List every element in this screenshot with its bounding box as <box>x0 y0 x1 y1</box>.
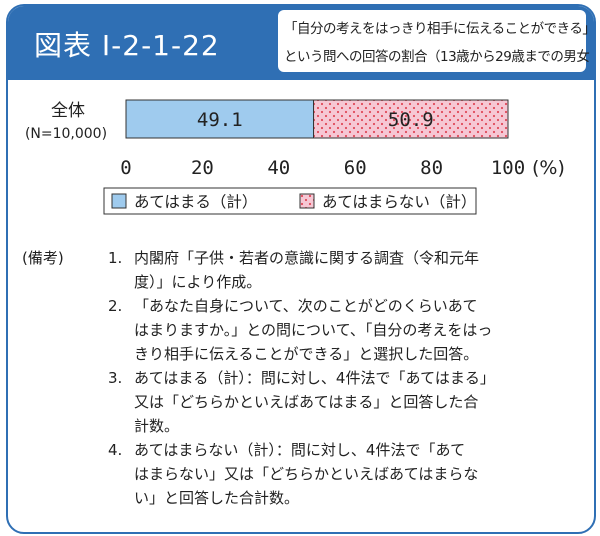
note-text-line: はまらない」又は「どちらかといえばあてはまらな <box>134 465 479 483</box>
x-tick-label: 40 <box>267 157 290 179</box>
note-text-line: はまりますか。」との問について、「自分の考えをはっ <box>134 321 493 339</box>
figure-title-line-1: 「自分の考えをはっきり相手に伝えることができる」かどうか、 <box>284 21 596 37</box>
x-unit-label: (%) <box>532 157 565 179</box>
note-text-line: 又は「どちらかといえばあてはまる」と回答した合 <box>134 393 479 411</box>
note-number: 3. <box>108 369 123 387</box>
legend-label-2: あてはまらない（計） <box>322 193 476 211</box>
note-number: 2. <box>108 297 123 315</box>
note-text-line: 計数。 <box>134 417 180 435</box>
note-text-line: あてはまらない（計）：問に対し、4件法で「あて <box>134 441 466 459</box>
note-text-line: あてはまる（計）：問に対し、4件法で「あてはまる」 <box>134 369 495 387</box>
stacked-bar-chart: 全体 (N=10,000) 49.1 50.9 0 20 40 60 80 100 (%) あてはまる… <box>25 99 565 215</box>
bar-segment-1 <box>125 99 315 139</box>
note-text-line: 「あなた自身について、次のことがどのくらいあて <box>134 297 478 315</box>
x-tick-label: 20 <box>191 157 214 179</box>
note-number: 4. <box>108 441 123 459</box>
x-tick-label: 80 <box>420 157 443 179</box>
legend-swatch-1 <box>111 193 127 209</box>
note-text-line: 内閣府「子供・若者の意識に関する調査（令和元年 <box>134 249 480 267</box>
figure-title-box: 「自分の考えをはっきり相手に伝えることができる」かどうか、 という問への回答の割… <box>278 10 594 72</box>
figure-frame: 図表 Ⅰ-2-1-22 「自分の考えをはっきり相手に伝えることができる」かどうか… <box>6 4 596 534</box>
x-tick-label: 60 <box>344 157 367 179</box>
note-text-line: きり相手に伝えることができる」と選択した回答。 <box>134 345 479 363</box>
notes-heading: (備考) <box>22 249 64 267</box>
x-tick-label: 100 <box>491 157 525 179</box>
legend-label-1: あてはまる（計） <box>134 193 257 211</box>
x-tick-label: 0 <box>120 157 131 179</box>
bar-segment-2 <box>313 99 509 139</box>
figure-title-line-2: という問への回答の割合（13歳から29歳までの男女・2019年度） <box>284 49 594 65</box>
figure-header: 図表 Ⅰ-2-1-22 「自分の考えをはっきり相手に伝えることができる」かどうか… <box>8 6 594 80</box>
legend-box <box>103 187 477 215</box>
category-label: 全体 <box>51 101 85 121</box>
note-text-line: い」と回答した合計数。 <box>134 489 300 507</box>
legend-swatch-2 <box>299 193 315 209</box>
bar-value-label-1: 49.1 <box>197 109 243 131</box>
bar-value-label-2: 50.9 <box>388 109 434 131</box>
note-number: 1. <box>108 249 123 267</box>
figure-label: 図表 Ⅰ-2-1-22 <box>34 29 220 62</box>
note-text-line: 度）」により作成。 <box>134 273 262 291</box>
category-sublabel: (N=10,000) <box>25 126 107 142</box>
